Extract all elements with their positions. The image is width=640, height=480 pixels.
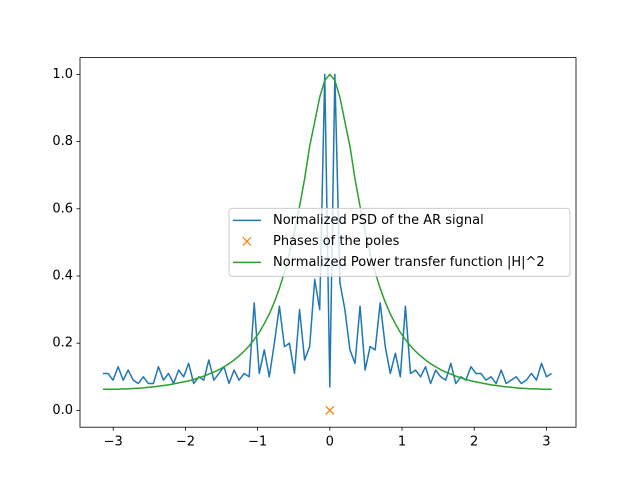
y-tick-label: 0.4	[52, 269, 73, 284]
x-tick-label: 2	[470, 435, 478, 450]
y-tick-label: 0.0	[52, 403, 73, 418]
legend: Normalized PSD of the AR signal Phases of…	[228, 207, 571, 277]
x-tick-label: −2	[176, 435, 195, 450]
legend-marker	[242, 236, 252, 247]
axes-frame	[79, 57, 577, 428]
legend-label: Phases of the poles	[273, 234, 400, 249]
x-tick-label: 0	[326, 435, 334, 450]
y-tick-label: 1.0	[52, 67, 73, 82]
y-tick-label: 0.6	[52, 201, 73, 216]
pole-marker	[325, 405, 335, 416]
legend-label: Normalized PSD of the AR signal	[273, 213, 484, 228]
x-tick-label: −3	[104, 435, 123, 450]
legend-label: Normalized Power transfer function |H|^2	[273, 255, 545, 270]
x-tick-label: −1	[248, 435, 267, 450]
series-line	[102, 73, 552, 390]
y-tick-label: 0.2	[52, 336, 73, 351]
x-tick-label: 1	[398, 435, 406, 450]
y-tick-label: 0.8	[52, 134, 73, 149]
x-tick-label: 3	[542, 435, 550, 450]
legend-box	[228, 207, 571, 277]
